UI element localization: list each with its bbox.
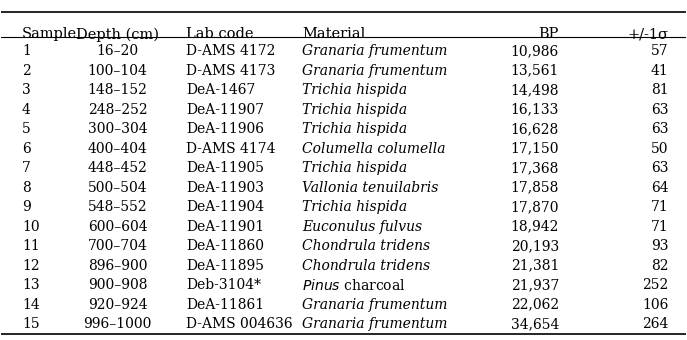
Text: 900–908: 900–908 xyxy=(88,278,148,292)
Text: 11: 11 xyxy=(22,239,40,253)
Text: D-AMS 4173: D-AMS 4173 xyxy=(186,64,275,78)
Text: +/-1σ: +/-1σ xyxy=(627,27,668,41)
Text: 600–604: 600–604 xyxy=(88,220,148,234)
Text: 18,942: 18,942 xyxy=(510,220,559,234)
Text: 920–924: 920–924 xyxy=(88,298,148,312)
Text: 22,062: 22,062 xyxy=(511,298,559,312)
Text: 5: 5 xyxy=(22,122,31,136)
Text: Granaria frumentum: Granaria frumentum xyxy=(302,64,448,78)
Text: 996–1000: 996–1000 xyxy=(84,317,152,331)
Text: D-AMS 4174: D-AMS 4174 xyxy=(186,142,275,156)
Text: DeA-11895: DeA-11895 xyxy=(186,259,264,273)
Text: 400–404: 400–404 xyxy=(88,142,148,156)
Text: D-AMS 004636: D-AMS 004636 xyxy=(186,317,293,331)
Text: Trichia hispida: Trichia hispida xyxy=(302,200,407,214)
Text: Granaria frumentum: Granaria frumentum xyxy=(302,298,448,312)
Text: DeA-11860: DeA-11860 xyxy=(186,239,264,253)
Text: Columella columella: Columella columella xyxy=(302,142,446,156)
Text: Depth (cm): Depth (cm) xyxy=(76,27,159,42)
Text: 17,368: 17,368 xyxy=(510,161,559,175)
Text: 20,193: 20,193 xyxy=(510,239,559,253)
Text: Euconulus fulvus: Euconulus fulvus xyxy=(302,220,423,234)
Text: 16,133: 16,133 xyxy=(510,103,559,117)
Text: Chondrula tridens: Chondrula tridens xyxy=(302,259,431,273)
Text: 896–900: 896–900 xyxy=(88,259,148,273)
Text: 41: 41 xyxy=(651,64,668,78)
Text: 50: 50 xyxy=(651,142,668,156)
Text: 57: 57 xyxy=(651,44,668,58)
Text: 16–20: 16–20 xyxy=(97,44,139,58)
Text: 3: 3 xyxy=(22,83,31,97)
Text: 17,150: 17,150 xyxy=(510,142,559,156)
Text: 93: 93 xyxy=(651,239,668,253)
Text: Chondrula tridens: Chondrula tridens xyxy=(302,239,431,253)
Text: 13: 13 xyxy=(22,278,40,292)
Text: DeA-11906: DeA-11906 xyxy=(186,122,264,136)
Text: 71: 71 xyxy=(651,220,668,234)
Text: 148–152: 148–152 xyxy=(88,83,148,97)
Text: 17,858: 17,858 xyxy=(510,181,559,195)
Text: Lab code: Lab code xyxy=(186,27,254,41)
Text: 63: 63 xyxy=(651,122,668,136)
Text: $\it{Pinus}$ charcoal: $\it{Pinus}$ charcoal xyxy=(302,278,406,293)
Text: 12: 12 xyxy=(22,259,40,273)
Text: 10: 10 xyxy=(22,220,40,234)
Text: 248–252: 248–252 xyxy=(88,103,148,117)
Text: 1: 1 xyxy=(22,44,31,58)
Text: 106: 106 xyxy=(642,298,668,312)
Text: D-AMS 4172: D-AMS 4172 xyxy=(186,44,275,58)
Text: 4: 4 xyxy=(22,103,31,117)
Text: Trichia hispida: Trichia hispida xyxy=(302,161,407,175)
Text: 252: 252 xyxy=(642,278,668,292)
Text: Trichia hispida: Trichia hispida xyxy=(302,122,407,136)
Text: 13,561: 13,561 xyxy=(510,64,559,78)
Text: 63: 63 xyxy=(651,103,668,117)
Text: BP: BP xyxy=(539,27,559,41)
Text: DeA-11903: DeA-11903 xyxy=(186,181,264,195)
Text: 9: 9 xyxy=(22,200,31,214)
Text: DeA-11901: DeA-11901 xyxy=(186,220,264,234)
Text: 63: 63 xyxy=(651,161,668,175)
Text: Granaria frumentum: Granaria frumentum xyxy=(302,317,448,331)
Text: 34,654: 34,654 xyxy=(510,317,559,331)
Text: DeA-11907: DeA-11907 xyxy=(186,103,264,117)
Text: 7: 7 xyxy=(22,161,31,175)
Text: Trichia hispida: Trichia hispida xyxy=(302,103,407,117)
Text: Granaria frumentum: Granaria frumentum xyxy=(302,44,448,58)
Text: 14: 14 xyxy=(22,298,40,312)
Text: DeA-11904: DeA-11904 xyxy=(186,200,264,214)
Text: Trichia hispida: Trichia hispida xyxy=(302,83,407,97)
Text: 6: 6 xyxy=(22,142,31,156)
Text: 548–552: 548–552 xyxy=(88,200,148,214)
Text: 17,870: 17,870 xyxy=(510,200,559,214)
Text: Sample: Sample xyxy=(22,27,77,41)
Text: 100–104: 100–104 xyxy=(88,64,148,78)
Text: 16,628: 16,628 xyxy=(510,122,559,136)
Text: 14,498: 14,498 xyxy=(510,83,559,97)
Text: 500–504: 500–504 xyxy=(88,181,148,195)
Text: 10,986: 10,986 xyxy=(510,44,559,58)
Text: Deb-3104*: Deb-3104* xyxy=(186,278,261,292)
Text: 264: 264 xyxy=(642,317,668,331)
Text: 300–304: 300–304 xyxy=(88,122,148,136)
Text: 81: 81 xyxy=(651,83,668,97)
Text: 8: 8 xyxy=(22,181,31,195)
Text: 448–452: 448–452 xyxy=(88,161,148,175)
Text: 15: 15 xyxy=(22,317,40,331)
Text: 82: 82 xyxy=(651,259,668,273)
Text: Material: Material xyxy=(302,27,365,41)
Text: 700–704: 700–704 xyxy=(88,239,148,253)
Text: 71: 71 xyxy=(651,200,668,214)
Text: DeA-1467: DeA-1467 xyxy=(186,83,256,97)
Text: DeA-11861: DeA-11861 xyxy=(186,298,264,312)
Text: 21,937: 21,937 xyxy=(510,278,559,292)
Text: Vallonia tenuilabris: Vallonia tenuilabris xyxy=(302,181,439,195)
Text: 21,381: 21,381 xyxy=(510,259,559,273)
Text: DeA-11905: DeA-11905 xyxy=(186,161,264,175)
Text: 64: 64 xyxy=(651,181,668,195)
Text: 2: 2 xyxy=(22,64,31,78)
